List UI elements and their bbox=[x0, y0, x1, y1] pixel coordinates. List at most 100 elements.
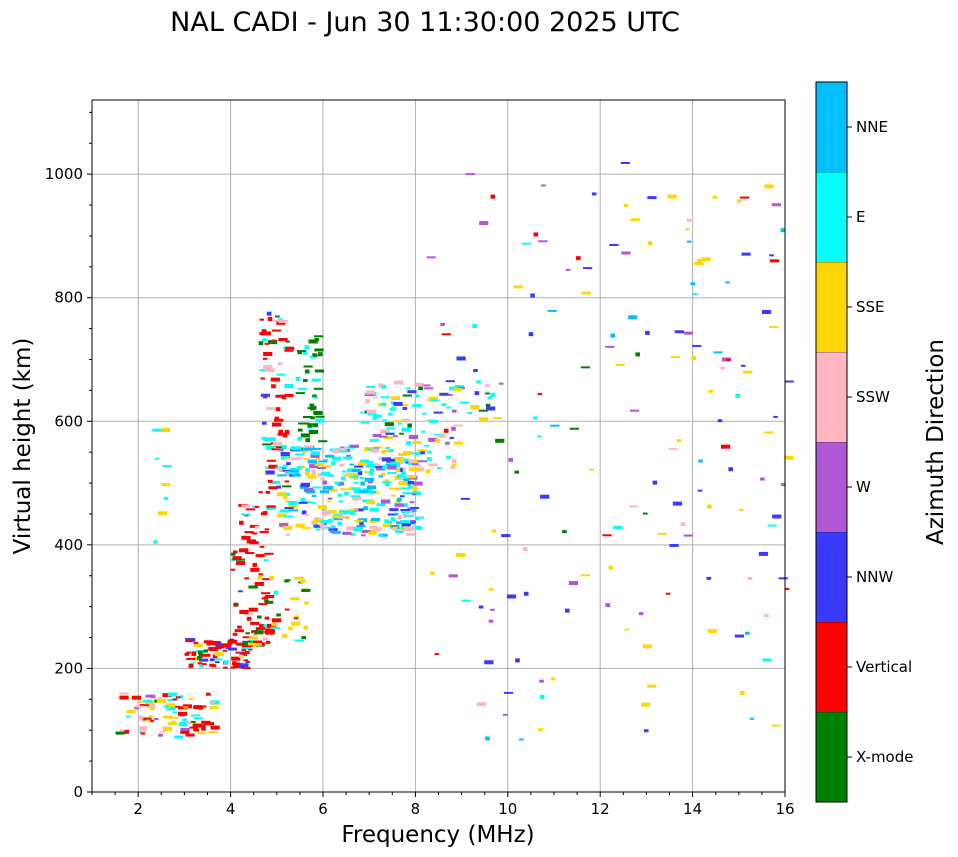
echo-point bbox=[683, 331, 694, 335]
echo-point bbox=[264, 602, 270, 605]
echo-point bbox=[257, 575, 263, 580]
echo-point bbox=[162, 693, 172, 698]
echo-point bbox=[391, 406, 397, 411]
echo-point bbox=[591, 192, 597, 196]
echo-point bbox=[158, 733, 163, 737]
echo-point bbox=[310, 473, 316, 476]
echo-point bbox=[301, 636, 307, 640]
echo-point bbox=[741, 252, 751, 256]
echo-point bbox=[712, 195, 718, 199]
echo-point bbox=[739, 196, 750, 199]
echo-point bbox=[313, 518, 323, 523]
echo-point bbox=[167, 692, 178, 697]
echo-point bbox=[239, 520, 244, 525]
echo-point bbox=[538, 728, 543, 732]
echo-point bbox=[234, 629, 244, 633]
echo-point bbox=[580, 366, 591, 369]
echo-point bbox=[397, 515, 402, 520]
echo-point bbox=[565, 268, 571, 271]
echo-point bbox=[140, 732, 146, 735]
echo-point bbox=[642, 644, 652, 649]
echo-point bbox=[446, 406, 451, 409]
echo-point bbox=[316, 466, 327, 469]
echo-point bbox=[271, 384, 276, 389]
echo-point bbox=[762, 658, 772, 662]
echo-point bbox=[309, 403, 315, 408]
echo-point bbox=[248, 644, 254, 647]
echo-point bbox=[740, 690, 745, 695]
echo-point bbox=[153, 540, 158, 544]
echo-point bbox=[465, 173, 475, 176]
echo-point bbox=[288, 626, 293, 631]
echo-point bbox=[395, 467, 401, 472]
echo-point bbox=[608, 565, 614, 570]
echo-point bbox=[738, 508, 744, 511]
echo-point bbox=[285, 533, 291, 536]
echo-point bbox=[268, 486, 278, 490]
echo-point bbox=[378, 533, 388, 537]
echo-point bbox=[327, 518, 333, 523]
echo-point bbox=[399, 432, 404, 435]
echo-point bbox=[320, 473, 326, 476]
echo-point bbox=[417, 449, 427, 453]
echo-point bbox=[537, 393, 543, 396]
echo-point bbox=[222, 643, 232, 648]
echo-point bbox=[369, 468, 375, 473]
echo-point bbox=[266, 311, 272, 316]
echo-point bbox=[453, 424, 463, 427]
echo-point bbox=[271, 448, 281, 451]
echo-point bbox=[249, 541, 259, 545]
echo-point bbox=[418, 385, 423, 390]
echo-point bbox=[378, 534, 383, 537]
echo-point bbox=[249, 531, 255, 534]
echo-point bbox=[241, 667, 251, 670]
echo-point bbox=[267, 316, 273, 321]
echo-point bbox=[388, 487, 399, 490]
echo-point bbox=[267, 479, 273, 483]
y-tick-label: 400 bbox=[54, 536, 83, 554]
echo-point bbox=[262, 338, 267, 342]
echo-point bbox=[539, 679, 544, 683]
echo-point bbox=[390, 396, 401, 401]
colorbar-label: SSW bbox=[856, 388, 890, 406]
echo-point bbox=[441, 333, 451, 336]
echo-point bbox=[404, 478, 410, 482]
echo-point bbox=[409, 506, 420, 509]
echo-point bbox=[318, 440, 328, 443]
echo-point bbox=[319, 523, 325, 528]
echo-point bbox=[119, 729, 125, 732]
echo-point bbox=[143, 699, 153, 703]
colorbar-label: Vertical bbox=[856, 658, 912, 676]
echo-point bbox=[362, 499, 372, 503]
echo-point bbox=[275, 315, 280, 318]
echo-point bbox=[313, 354, 318, 357]
echo-point bbox=[320, 520, 330, 524]
echo-point bbox=[375, 466, 386, 471]
colorbar-segment bbox=[816, 172, 847, 262]
echo-point bbox=[647, 241, 653, 246]
echo-point bbox=[180, 727, 190, 732]
echo-point bbox=[304, 471, 310, 476]
echo-point bbox=[350, 532, 355, 536]
echo-point bbox=[296, 350, 307, 353]
echo-point bbox=[280, 452, 290, 457]
echo-point bbox=[670, 356, 681, 359]
echo-point bbox=[154, 457, 160, 460]
echo-point bbox=[381, 384, 387, 389]
echo-point bbox=[369, 448, 380, 453]
echo-point bbox=[638, 612, 644, 616]
echo-point bbox=[152, 428, 162, 432]
echo-point bbox=[370, 517, 381, 521]
echo-point bbox=[461, 599, 471, 602]
colorbar-label: X-mode bbox=[856, 748, 913, 766]
echo-point bbox=[158, 511, 168, 516]
echo-point bbox=[212, 658, 223, 661]
echo-point bbox=[284, 507, 294, 510]
echo-point bbox=[137, 726, 148, 731]
echo-point bbox=[243, 659, 249, 662]
echo-point bbox=[281, 396, 287, 400]
echo-point bbox=[200, 724, 206, 728]
echo-point bbox=[137, 700, 143, 703]
echo-point bbox=[337, 515, 347, 519]
echo-point bbox=[236, 642, 246, 646]
